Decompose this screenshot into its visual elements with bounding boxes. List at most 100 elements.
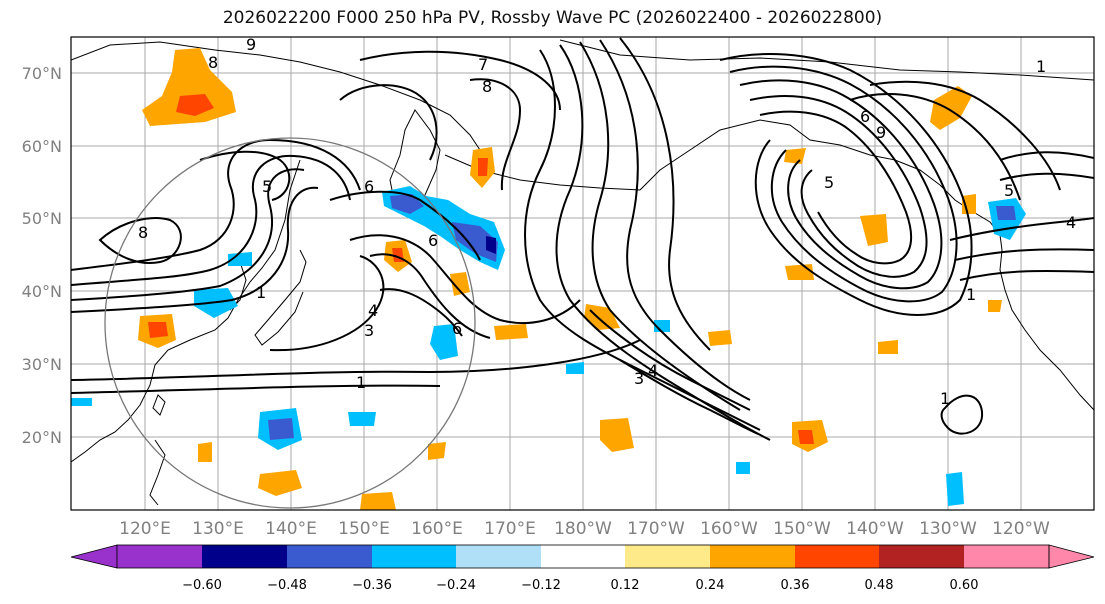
contour-label: 8 [208, 53, 218, 72]
anomaly-positive [600, 418, 634, 452]
pv-contour [739, 79, 943, 290]
contour-label: 8 [138, 223, 148, 242]
pv-contour [579, 41, 741, 411]
philippines-coastline [149, 439, 166, 506]
colorbar-segment [372, 545, 456, 568]
pv-contour [869, 80, 1061, 191]
pv-contour [619, 37, 711, 351]
colorbar-tick-label: −0.36 [352, 578, 392, 593]
colorbar: −0.60 −0.48 −0.36 −0.24 −0.12 0.12 0.24 … [70, 544, 1095, 593]
pv-contour [359, 50, 561, 111]
contour-label: 7 [478, 55, 488, 74]
lat-label: 70°N [22, 64, 62, 83]
lat-label: 40°N [22, 282, 62, 301]
anomaly-positive [198, 442, 212, 462]
anomaly-positive [478, 158, 488, 176]
pv-contour [71, 339, 641, 381]
anomaly-positive [785, 264, 814, 280]
lon-label: 130°E [192, 519, 244, 539]
contour-label: 6 [860, 107, 870, 126]
pv-contour [940, 394, 984, 435]
pv-contour [589, 309, 751, 411]
pv-contour [71, 138, 361, 271]
lon-label: 140°E [265, 519, 317, 539]
anomaly-positive [494, 324, 528, 340]
lon-label: 120°E [119, 519, 171, 539]
colorbar-extend-high [1048, 544, 1095, 569]
pv-contour [599, 39, 751, 401]
pv-contour [71, 384, 441, 394]
colorbar-tick-label: −0.48 [267, 578, 307, 593]
colorbar-tick-label: 0.60 [950, 578, 979, 593]
colorbar-tick-label: 0.36 [781, 578, 810, 593]
lon-label: 170°E [484, 519, 536, 539]
pv-contour [71, 168, 305, 301]
reference-circle [104, 137, 476, 509]
contour-label: 6 [364, 177, 374, 196]
pc-anomaly-shading [71, 48, 1026, 510]
anomaly-negative [430, 324, 458, 360]
contour-label: 1 [356, 373, 366, 392]
pv-contour [555, 44, 771, 441]
colorbar-segment [287, 545, 372, 568]
contour-label: 4 [368, 301, 378, 320]
contour-label: 3 [634, 369, 644, 388]
lat-label: 50°N [22, 209, 62, 228]
colorbar-segment [456, 545, 541, 568]
pv-contours [71, 37, 1094, 441]
anomaly-negative [486, 236, 496, 254]
anomaly-positive [878, 340, 898, 354]
lon-label: 130°W [919, 519, 977, 539]
anomaly-positive [584, 304, 620, 330]
pv-contour [349, 234, 581, 324]
colorbar-tick-label: −0.12 [521, 578, 561, 593]
lon-label: 150°E [338, 519, 390, 539]
contour-label: 9 [246, 35, 256, 54]
anomaly-positive [258, 470, 302, 496]
pv-contour [619, 359, 759, 435]
pv-contour [749, 95, 928, 278]
latitude-labels: 70°N 60°N 50°N 40°N 30°N 20°N [22, 64, 62, 447]
contour-label: 3 [364, 321, 374, 340]
contour-label: 4 [648, 361, 658, 380]
pv-contour [999, 151, 1094, 161]
lon-label: 160°W [700, 519, 758, 539]
anomaly-negative [452, 222, 498, 262]
lon-label: 170°W [627, 519, 685, 539]
taiwan-coastline [152, 394, 166, 416]
anomaly-positive [450, 272, 470, 296]
contour-label: 5 [1004, 181, 1014, 200]
lon-label: 150°W [773, 519, 831, 539]
asia-coastline [71, 41, 481, 463]
anomaly-negative [228, 252, 252, 266]
anomaly-positive [798, 430, 814, 444]
lon-label: 140°W [846, 519, 904, 539]
colorbar-segment [202, 545, 287, 568]
pv-contour [379, 288, 463, 337]
colorbar-tick-label: 0.12 [611, 578, 640, 593]
anomaly-positive [176, 94, 214, 116]
pv-contour [849, 93, 1021, 201]
pv-contour [729, 65, 958, 303]
pv-contour [369, 253, 491, 339]
colorbar-segment [541, 545, 625, 568]
map-frame [70, 36, 1095, 511]
anomaly-positive [930, 86, 972, 130]
contour-label: 1 [256, 283, 266, 302]
contour-label: 5 [824, 173, 834, 192]
pv-contour [469, 78, 522, 191]
anomaly-positive [988, 300, 1002, 312]
anomaly-positive [860, 214, 888, 246]
lon-label: 160°E [411, 519, 463, 539]
colorbar-tick-label: −0.60 [182, 578, 222, 593]
colorbar-extend-low [70, 544, 118, 569]
pv-contour [949, 217, 1094, 241]
contour-label: 9 [876, 123, 886, 142]
pv-contour [329, 190, 481, 261]
pv-contour [999, 172, 1094, 181]
contour-label: 6 [428, 231, 438, 250]
lon-label: 120°W [992, 519, 1050, 539]
alaska-coastline [639, 119, 941, 191]
map-title: 2026022200 F000 250 hPa PV, Rossby Wave … [222, 8, 883, 28]
